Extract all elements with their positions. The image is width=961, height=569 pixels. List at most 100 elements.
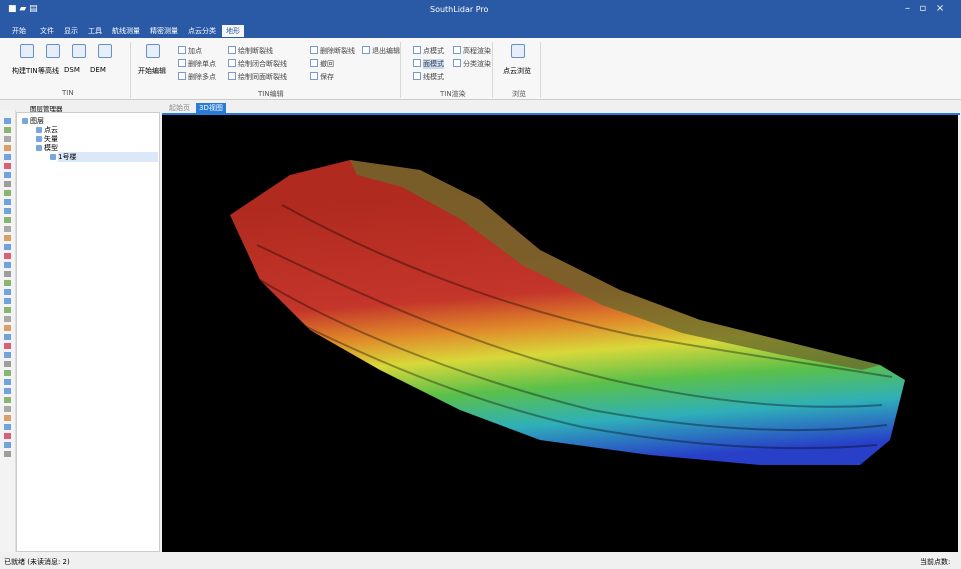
panel-header: 图层管理器: [30, 105, 63, 113]
toolbar-icon[interactable]: [4, 307, 11, 313]
button-icon: [228, 59, 236, 67]
toolbar-icon[interactable]: [4, 172, 11, 178]
toolbar-icon[interactable]: [4, 127, 11, 133]
button-icon: [511, 44, 525, 58]
toolbar-icon[interactable]: [4, 253, 11, 259]
button-icon: [453, 59, 461, 67]
group-separator: [400, 42, 401, 98]
tree-item[interactable]: 1号楼: [58, 152, 158, 162]
menu-tab[interactable]: 开始: [12, 27, 26, 35]
toolbar-icon[interactable]: [4, 424, 11, 430]
ribbon-button[interactable]: 面模式: [423, 59, 444, 69]
toolbar-icon[interactable]: [4, 379, 11, 385]
ribbon-button[interactable]: 等高线: [38, 67, 59, 75]
toolbar-icon[interactable]: [4, 343, 11, 349]
menu-tab[interactable]: 航线测量: [112, 27, 140, 35]
tree-item[interactable]: 矢量: [44, 135, 58, 143]
toolbar-icon[interactable]: [4, 145, 11, 151]
toolbar-icon[interactable]: [4, 244, 11, 250]
toolbar-icon[interactable]: [4, 289, 11, 295]
ribbon-button[interactable]: 绘制同面断裂线: [238, 73, 287, 81]
status-right: 当前点数:: [920, 558, 951, 566]
toolbar-icon[interactable]: [4, 199, 11, 205]
tree-icon: [22, 118, 28, 124]
toolbar-icon[interactable]: [4, 397, 11, 403]
button-icon: [178, 46, 186, 54]
button-icon: [178, 59, 186, 67]
ribbon-button[interactable]: 删除断裂线: [320, 47, 355, 55]
toolbar-icon[interactable]: [4, 316, 11, 322]
toolbar-icon[interactable]: [4, 334, 11, 340]
button-icon: [310, 59, 318, 67]
ribbon-button[interactable]: 撤回: [320, 60, 334, 68]
ribbon-button[interactable]: 构建TIN: [12, 67, 38, 75]
toolbar-icon[interactable]: [4, 361, 11, 367]
ribbon-button[interactable]: 高程渲染: [463, 47, 491, 55]
doc-tab[interactable]: 起始页: [169, 104, 190, 112]
toolbar-icon[interactable]: [4, 352, 11, 358]
toolbar-icon[interactable]: [4, 442, 11, 448]
tree-icon: [50, 154, 56, 160]
toolbar-icon[interactable]: [4, 163, 11, 169]
toolbar-icon[interactable]: [4, 262, 11, 268]
button-icon: [413, 46, 421, 54]
ribbon-button[interactable]: 退出编辑: [372, 47, 400, 55]
ribbon-button[interactable]: 分类渲染: [463, 60, 491, 68]
toolbar-icon[interactable]: [4, 406, 11, 412]
ribbon-button[interactable]: 线模式: [423, 73, 444, 81]
ribbon-button[interactable]: 保存: [320, 73, 334, 81]
doc-tab[interactable]: 3D视图: [196, 103, 226, 113]
tree-item[interactable]: 图层: [30, 117, 44, 125]
toolbar-icon[interactable]: [4, 388, 11, 394]
toolbar-icon[interactable]: [4, 325, 11, 331]
toolbar-icon[interactable]: [4, 235, 11, 241]
toolbar-icon[interactable]: [4, 217, 11, 223]
tree-item[interactable]: 模型: [44, 144, 58, 152]
quick-access[interactable]: ■ ▰ ▤: [8, 4, 38, 14]
ribbon-button[interactable]: 开始编辑: [138, 67, 166, 75]
terrain-rim: [350, 160, 880, 370]
group-separator: [492, 42, 493, 98]
ribbon-button[interactable]: 加点: [188, 47, 202, 55]
layer-panel: [16, 112, 160, 552]
menu-tab[interactable]: 文件: [40, 27, 54, 35]
toolbar-icon[interactable]: [4, 451, 11, 457]
menu-tab[interactable]: 点云分类: [188, 27, 216, 35]
ribbon-button[interactable]: DEM: [90, 66, 106, 74]
toolbar-icon[interactable]: [4, 181, 11, 187]
toolbar-icon[interactable]: [4, 226, 11, 232]
ribbon-button[interactable]: 点云浏览: [503, 67, 531, 75]
ribbon-button[interactable]: 删除多点: [188, 73, 216, 81]
ribbon-button[interactable]: DSM: [64, 66, 80, 74]
menu-tab[interactable]: 精密测量: [150, 27, 178, 35]
toolbar-icon[interactable]: [4, 433, 11, 439]
tab-strip-line: [162, 113, 960, 115]
tree-icon: [36, 145, 42, 151]
button-icon: [72, 44, 86, 58]
toolbar-icon[interactable]: [4, 136, 11, 142]
ribbon-button[interactable]: 点模式: [423, 47, 444, 55]
toolbar-icon[interactable]: [4, 298, 11, 304]
menu-tab[interactable]: 显示: [64, 27, 78, 35]
terrain-surface: [230, 160, 905, 465]
tree-icon: [36, 127, 42, 133]
menu-tab[interactable]: 地形: [222, 25, 244, 37]
ribbon-button[interactable]: 绘制闭合断裂线: [238, 60, 287, 68]
ribbon-button[interactable]: 绘制断裂线: [238, 47, 273, 55]
toolbar-icon[interactable]: [4, 415, 11, 421]
button-icon: [46, 44, 60, 58]
toolbar-icon[interactable]: [4, 154, 11, 160]
status-bar: [0, 553, 961, 569]
toolbar-icon[interactable]: [4, 190, 11, 196]
toolbar-icon[interactable]: [4, 208, 11, 214]
tree-item[interactable]: 点云: [44, 126, 58, 134]
button-icon: [146, 44, 160, 58]
window-controls[interactable]: – ▫ ×: [905, 3, 945, 14]
toolbar-icon[interactable]: [4, 118, 11, 124]
toolbar-icon[interactable]: [4, 271, 11, 277]
toolbar-icon[interactable]: [4, 280, 11, 286]
toolbar-icon[interactable]: [4, 370, 11, 376]
ribbon-button[interactable]: 删除单点: [188, 60, 216, 68]
menu-tab[interactable]: 工具: [88, 27, 102, 35]
